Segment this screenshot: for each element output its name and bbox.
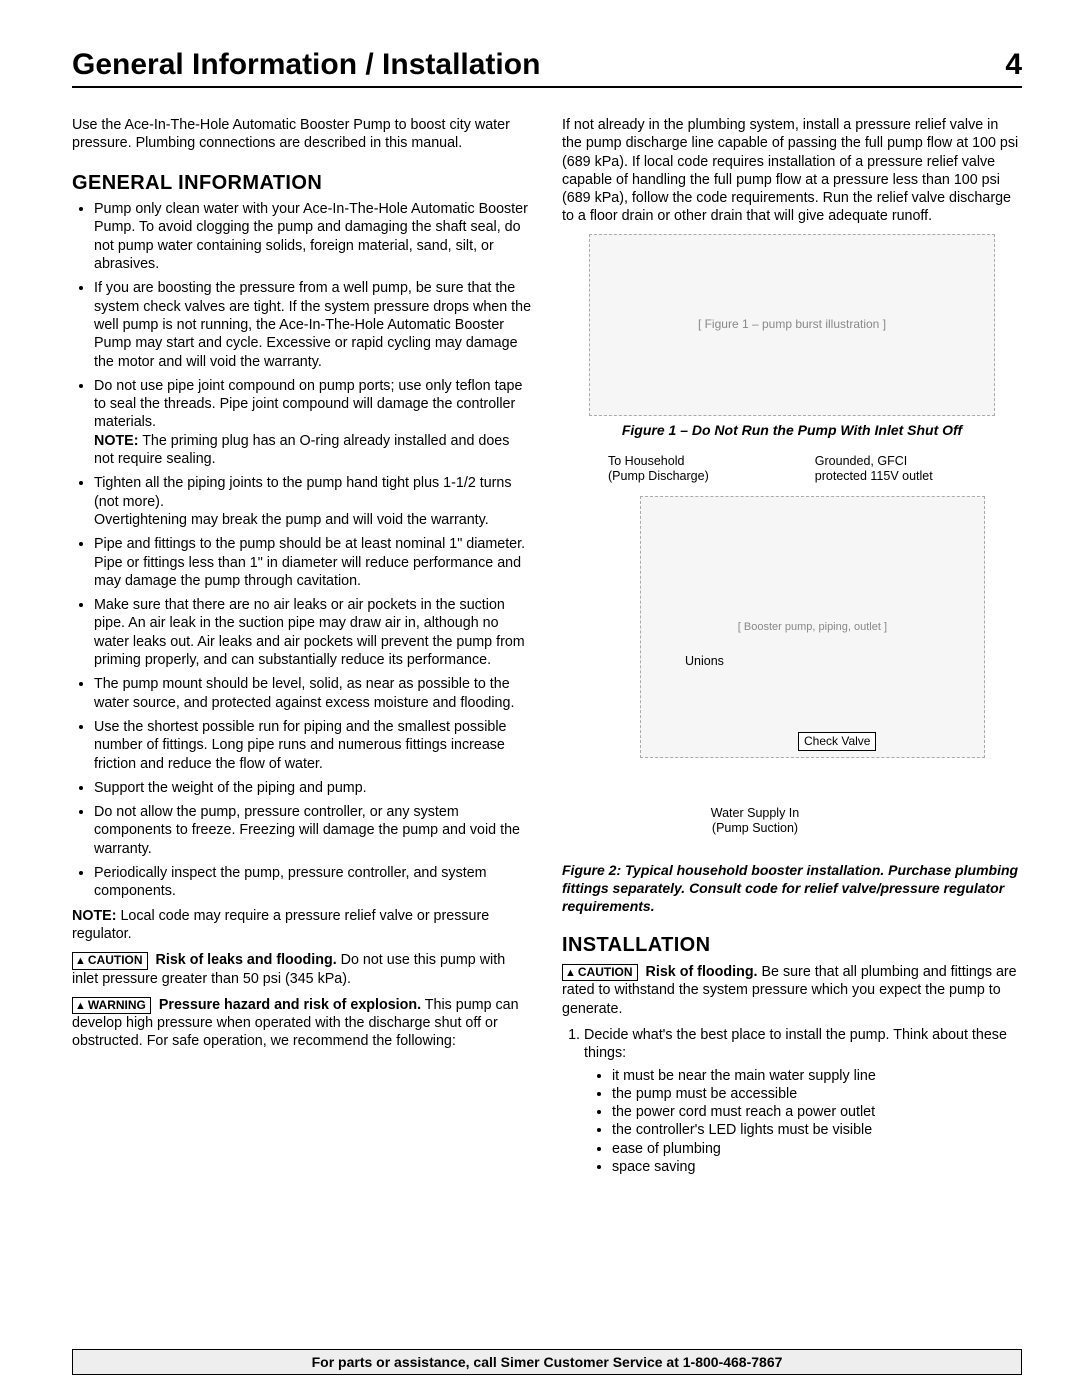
general-info-list: Pump only clean water with your Ace-In-T… bbox=[72, 200, 532, 900]
install-step: Decide what's the best place to install … bbox=[584, 1026, 1022, 1176]
list-item: Support the weight of the piping and pum… bbox=[94, 779, 532, 797]
install-step-text: Decide what's the best place to install … bbox=[584, 1027, 1007, 1061]
list-item: the pump must be accessible bbox=[612, 1085, 1022, 1103]
fig2-label-to-household: To Household(Pump Discharge) bbox=[608, 454, 728, 484]
install-steps: Decide what's the best place to install … bbox=[562, 1026, 1022, 1176]
caution-badge: ▲CAUTION bbox=[72, 952, 148, 969]
page-title: General Information / Installation bbox=[72, 48, 540, 82]
footer-service-bar: For parts or assistance, call Simer Cust… bbox=[72, 1349, 1022, 1375]
section-heading-installation: INSTALLATION bbox=[562, 933, 1022, 959]
list-item: the controller's LED lights must be visi… bbox=[612, 1121, 1022, 1139]
warning-triangle-icon: ▲ bbox=[75, 955, 86, 967]
note-paragraph: NOTE: Local code may require a pressure … bbox=[72, 907, 532, 944]
li-text: Do not use pipe joint compound on pump p… bbox=[94, 378, 522, 431]
li-after: Overtightening may break the pump and wi… bbox=[94, 512, 489, 528]
list-item: If you are boosting the pressure from a … bbox=[94, 279, 532, 370]
warning-badge-text: WARNING bbox=[88, 998, 146, 1012]
fig2-label-gfci: Grounded, GFCIprotected 115V outlet bbox=[815, 454, 960, 484]
list-item: Use the shortest possible run for piping… bbox=[94, 718, 532, 773]
figure-2-caption: Figure 2: Typical household booster inst… bbox=[562, 862, 1022, 916]
install-caution-paragraph: ▲CAUTION Risk of flooding. Be sure that … bbox=[562, 963, 1022, 1018]
figure-1-image: [ Figure 1 – pump burst illustration ] bbox=[589, 234, 996, 416]
caution-paragraph: ▲CAUTION Risk of leaks and flooding. Do … bbox=[72, 951, 532, 988]
li-text: Pump only clean water with your Ace-In-T… bbox=[94, 201, 528, 272]
install-substeps: it must be near the main water supply li… bbox=[584, 1067, 1022, 1177]
list-item: Pump only clean water with your Ace-In-T… bbox=[94, 200, 532, 273]
fig2-label-water-in: Water Supply In(Pump Suction) bbox=[690, 806, 820, 836]
install-caution-bold: Risk of flooding. bbox=[646, 964, 758, 980]
li-text: The pump mount should be level, solid, a… bbox=[94, 676, 514, 710]
list-item: Do not use pipe joint compound on pump p… bbox=[94, 377, 532, 468]
relief-valve-paragraph: If not already in the plumbing system, i… bbox=[562, 116, 1022, 226]
note-label: NOTE: bbox=[94, 433, 138, 449]
warning-bold: Pressure hazard and risk of explosion. bbox=[159, 997, 421, 1013]
list-item: The pump mount should be level, solid, a… bbox=[94, 675, 532, 712]
list-item: it must be near the main water supply li… bbox=[612, 1067, 1022, 1085]
left-column: Use the Ace-In-The-Hole Automatic Booste… bbox=[72, 116, 532, 1178]
warning-triangle-icon: ▲ bbox=[565, 967, 576, 979]
figure-2-illustration: [ Booster pump, piping, outlet ] bbox=[640, 496, 985, 758]
fig2-label-check-valve: Check Valve bbox=[798, 732, 876, 751]
warning-paragraph: ▲WARNING Pressure hazard and risk of exp… bbox=[72, 996, 532, 1051]
list-item: ease of plumbing bbox=[612, 1140, 1022, 1158]
li-text: Periodically inspect the pump, pressure … bbox=[94, 865, 487, 899]
list-item: Tighten all the piping joints to the pum… bbox=[94, 474, 532, 529]
li-text: Tighten all the piping joints to the pum… bbox=[94, 475, 512, 509]
right-column: If not already in the plumbing system, i… bbox=[562, 116, 1022, 1178]
note-text: Local code may require a pressure relief… bbox=[72, 908, 489, 942]
figure-1-caption: Figure 1 – Do Not Run the Pump With Inle… bbox=[562, 422, 1022, 440]
list-item: Periodically inspect the pump, pressure … bbox=[94, 864, 532, 901]
note-label: NOTE: bbox=[72, 908, 116, 924]
li-text: Do not allow the pump, pressure controll… bbox=[94, 804, 520, 857]
list-item: Make sure that there are no air leaks or… bbox=[94, 596, 532, 669]
list-item: Do not allow the pump, pressure controll… bbox=[94, 803, 532, 858]
page-number: 4 bbox=[1005, 48, 1022, 82]
warning-triangle-icon: ▲ bbox=[75, 1000, 86, 1012]
warning-badge: ▲WARNING bbox=[72, 997, 151, 1014]
note-text: The priming plug has an O-ring already i… bbox=[94, 433, 509, 467]
section-heading-general-info: GENERAL INFORMATION bbox=[72, 171, 532, 197]
fig2-label-unions: Unions bbox=[685, 654, 724, 669]
figure-2-image: To Household(Pump Discharge) Grounded, G… bbox=[590, 454, 995, 854]
li-text: Make sure that there are no air leaks or… bbox=[94, 597, 525, 668]
list-item: Pipe and fittings to the pump should be … bbox=[94, 535, 532, 590]
list-item: space saving bbox=[612, 1158, 1022, 1176]
caution-badge: ▲CAUTION bbox=[562, 964, 638, 981]
caution-badge-text: CAUTION bbox=[88, 953, 143, 967]
li-text: Use the shortest possible run for piping… bbox=[94, 719, 506, 772]
li-text: If you are boosting the pressure from a … bbox=[94, 280, 531, 369]
caution-bold: Risk of leaks and flooding. bbox=[156, 952, 337, 968]
caution-badge-text: CAUTION bbox=[578, 965, 633, 979]
li-text: Pipe and fittings to the pump should be … bbox=[94, 536, 525, 589]
list-item: the power cord must reach a power outlet bbox=[612, 1103, 1022, 1121]
li-text: Support the weight of the piping and pum… bbox=[94, 780, 367, 796]
intro-paragraph: Use the Ace-In-The-Hole Automatic Booste… bbox=[72, 116, 532, 153]
page-header: General Information / Installation 4 bbox=[72, 48, 1022, 88]
